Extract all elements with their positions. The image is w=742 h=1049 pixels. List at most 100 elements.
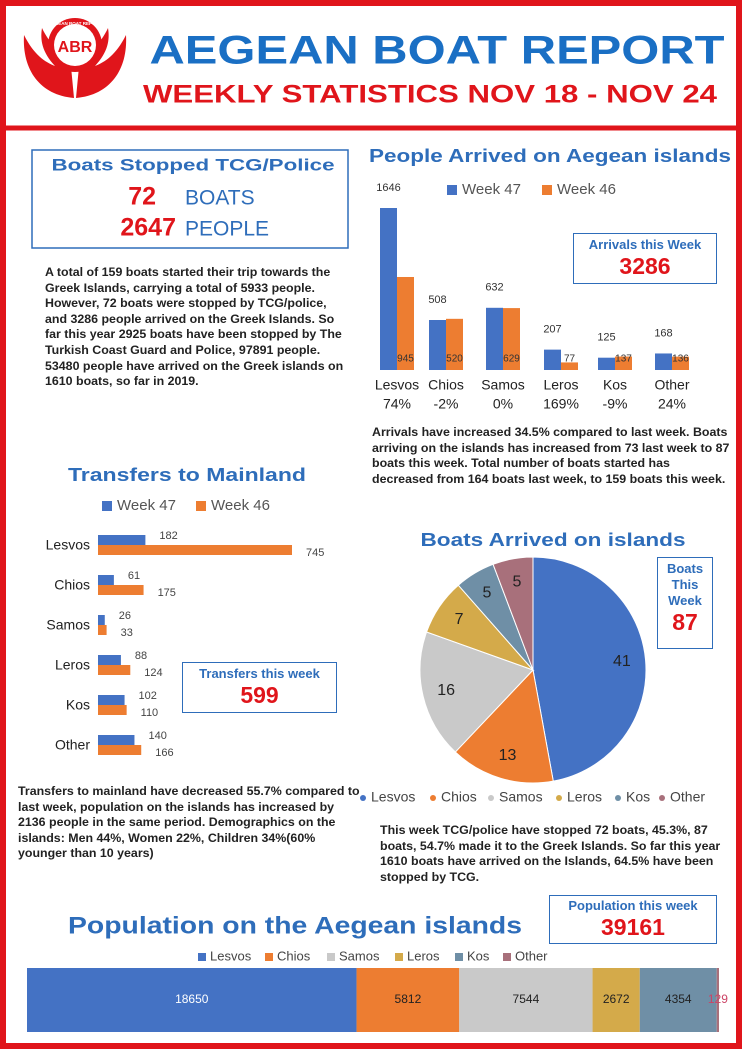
stat-box: Population this week 39161	[549, 895, 717, 944]
value-label: 77	[564, 354, 576, 365]
paragraph: Arrivals have increased 34.5% compared t…	[372, 425, 730, 486]
value-label: 102	[139, 690, 157, 702]
x-tick-label: Kos	[603, 377, 627, 393]
legend-swatch	[102, 501, 112, 511]
value-label: 61	[128, 570, 140, 582]
category-note: 0%	[493, 396, 513, 412]
value-label: 140	[148, 730, 166, 742]
value-label: 182	[159, 530, 177, 542]
value-label: 125	[597, 332, 615, 344]
legend-label: Samos	[339, 948, 380, 963]
bar	[486, 307, 503, 370]
subtitle: WEEKLY STATISTICS NOV 18 - NOV 24	[143, 81, 717, 109]
pie-slice	[492, 556, 534, 671]
pie-slice	[419, 631, 534, 753]
bar	[561, 362, 578, 370]
bar	[397, 276, 414, 370]
stat-label: Population this week	[568, 898, 698, 913]
bar	[98, 615, 105, 625]
legend-label: Kos	[467, 948, 490, 963]
legend-swatch	[556, 795, 562, 801]
legend-label: Kos	[626, 789, 650, 805]
legend-label: Other	[670, 789, 705, 805]
x-tick-label: Chios	[428, 377, 464, 393]
legend-swatch	[542, 185, 552, 195]
value-label: 124	[144, 667, 162, 679]
chart-title: People Arrived on Aegean islands	[369, 146, 731, 166]
x-tick-label: Samos	[481, 377, 525, 393]
y-tick-label: Leros	[55, 657, 90, 673]
legend-swatch	[196, 501, 206, 511]
logo-arc: AEGEAN BOAT REPORT	[49, 21, 102, 26]
bar-segment	[639, 968, 717, 1032]
value-label: 137	[615, 354, 632, 365]
value-label: 207	[543, 324, 561, 336]
bar	[672, 356, 689, 370]
legend-swatch	[198, 953, 206, 961]
stat-box: Boats This Week 87	[657, 557, 713, 649]
stat-label: Boats This Week	[666, 561, 704, 608]
chart-title: Population on the Aegean islands	[68, 912, 522, 939]
value-label: 16	[437, 682, 455, 699]
legend-label: Leros	[407, 948, 440, 963]
value-label: 632	[485, 282, 503, 294]
value-label: 13	[499, 747, 517, 764]
value-label: 136	[672, 354, 689, 365]
legend-swatch	[455, 953, 463, 961]
y-tick-label: Other	[55, 737, 90, 753]
value-label: 7544	[513, 992, 540, 1006]
value-label: 110	[141, 707, 159, 719]
paragraph: This week TCG/police have stopped 72 boa…	[380, 823, 721, 884]
title: AEGEAN BOAT REPORT	[150, 29, 725, 73]
stopped-boats-unit: BOATS	[185, 187, 255, 210]
value-label: 1646	[376, 182, 400, 194]
logo: ABR AEGEAN BOAT REPORT	[23, 18, 127, 98]
value-label: 18650	[175, 992, 209, 1006]
value-label: 168	[654, 327, 672, 339]
category-note: 24%	[658, 396, 686, 412]
stat-box: Arrivals this Week 3286	[573, 233, 717, 284]
legend-label: Leros	[567, 789, 602, 805]
logo-text: ABR	[58, 39, 93, 56]
bar	[98, 735, 135, 745]
stat-value: 3286	[619, 253, 671, 279]
stat-label: Transfers this week	[199, 666, 320, 681]
bar-segment	[356, 968, 460, 1032]
bar	[503, 308, 520, 370]
bar	[98, 705, 127, 715]
legend-label: Week 46	[211, 497, 270, 514]
bar	[598, 357, 615, 370]
bar	[98, 745, 142, 755]
stopped-title: Boats Stopped TCG/Police	[52, 155, 335, 174]
value-label: 745	[306, 547, 324, 559]
pie-slice	[532, 556, 647, 782]
bar	[544, 349, 561, 370]
bar-segment	[592, 968, 640, 1032]
value-label: 26	[119, 610, 131, 622]
bar	[98, 545, 292, 555]
value-label: 166	[155, 747, 173, 759]
legend-swatch	[503, 953, 511, 961]
category-note: 169%	[543, 396, 579, 412]
value-label: 4354	[665, 992, 692, 1006]
bar	[98, 585, 144, 595]
bar	[429, 320, 446, 370]
value-label: 175	[158, 587, 176, 599]
bar	[98, 665, 131, 675]
x-tick-label: Leros	[543, 377, 578, 393]
category-note: -9%	[603, 396, 628, 412]
pie-slice	[454, 668, 554, 784]
legend-label: Week 47	[117, 497, 176, 514]
bar-segment	[459, 968, 593, 1032]
value-label: 5	[483, 585, 492, 602]
bar	[615, 356, 632, 370]
legend-swatch	[430, 795, 436, 801]
value-label: 7	[455, 611, 464, 628]
legend-swatch	[327, 953, 335, 961]
legend-label: Other	[515, 948, 548, 963]
legend-label: Lesvos	[371, 789, 415, 805]
stopped-people-unit: PEOPLE	[185, 218, 269, 241]
legend-swatch	[615, 795, 621, 801]
